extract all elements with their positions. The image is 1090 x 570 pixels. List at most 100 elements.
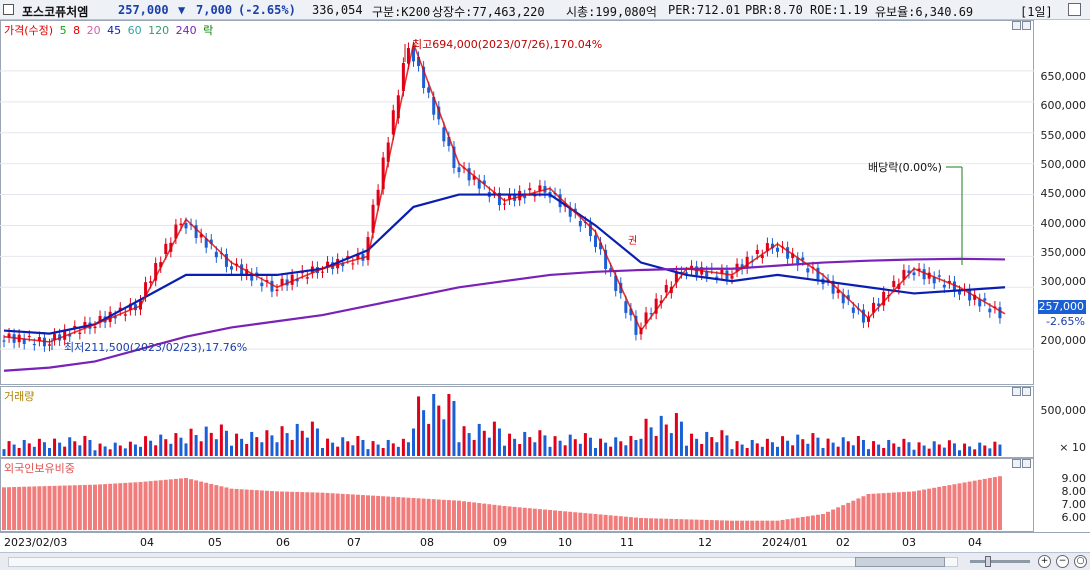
volume-bar xyxy=(290,439,294,456)
foreign-chart-svg[interactable] xyxy=(0,458,1034,532)
foreign-ratio-bar xyxy=(355,494,360,530)
zoom-out-icon[interactable]: − xyxy=(1056,555,1069,568)
foreign-ratio-bar xyxy=(654,518,659,530)
candle-body xyxy=(386,142,390,162)
foreign-ratio-bar xyxy=(113,483,118,530)
legend-ma60: 60 xyxy=(127,24,142,37)
volume-bar xyxy=(639,438,643,456)
foreign-ratio-bar xyxy=(613,515,618,530)
foreign-ratio-bar xyxy=(881,493,886,530)
foreign-ratio-bar xyxy=(775,520,780,530)
volume-bar xyxy=(947,440,951,456)
scrollbar-thumb[interactable] xyxy=(855,557,945,567)
foreign-ratio-bar xyxy=(426,498,431,530)
foreign-ratio-bar xyxy=(669,518,674,530)
volume-bar xyxy=(133,444,137,456)
foreign-ratio-bar xyxy=(42,486,47,530)
foreign-ratio-bar xyxy=(714,520,719,530)
candle-body xyxy=(755,249,759,255)
foreign-ratio-bar xyxy=(568,511,573,530)
foreign-ratio-bar xyxy=(937,486,942,530)
volume-bar xyxy=(295,423,299,456)
candle-body xyxy=(836,289,840,294)
candle-body xyxy=(533,195,537,197)
volume-minimize-button[interactable] xyxy=(1012,387,1021,396)
candle-body xyxy=(154,263,158,281)
foreign-close-button[interactable] xyxy=(1022,459,1031,468)
foreign-ratio-bar xyxy=(901,491,906,530)
foreign-ratio-bar xyxy=(244,489,249,530)
candle-body xyxy=(907,270,911,274)
foreign-ratio-bar xyxy=(972,480,977,530)
chart-checkbox[interactable] xyxy=(3,4,14,15)
foreign-ratio-bar xyxy=(598,514,603,530)
foreign-ratio-bar xyxy=(320,492,325,530)
candle-body xyxy=(801,257,805,261)
foreign-title: 외국인보유비중 xyxy=(4,462,75,475)
volume-bar xyxy=(695,438,699,456)
candle-body xyxy=(998,307,1002,319)
foreign-ratio-bar xyxy=(795,517,800,530)
candle-body xyxy=(482,180,486,185)
ex-right-marker: 권 xyxy=(628,236,638,247)
candle-body xyxy=(93,326,97,329)
candle-body xyxy=(452,146,456,168)
foreign-ratio-bar xyxy=(12,487,17,530)
volume-bar xyxy=(98,443,102,456)
volume-bar xyxy=(952,443,956,456)
zoom-reset-icon[interactable]: ○ xyxy=(1074,555,1087,568)
legend-ma20: 20 xyxy=(86,24,101,37)
price-chart-svg[interactable] xyxy=(0,20,1090,385)
stock-volume: 336,054 xyxy=(312,3,363,17)
zoom-slider[interactable] xyxy=(970,560,1030,563)
panel-close-button[interactable] xyxy=(1022,21,1031,30)
volume-bar xyxy=(604,442,608,456)
y-tick-label: 650,000 xyxy=(1040,70,1087,83)
foreign-ratio-bar xyxy=(27,486,32,530)
candle-body xyxy=(27,335,31,337)
volume-bar xyxy=(17,447,21,456)
volume-chart-svg[interactable] xyxy=(0,386,1034,458)
volume-bar xyxy=(346,441,350,456)
candle-body xyxy=(174,224,178,239)
foreign-minimize-button[interactable] xyxy=(1012,459,1021,468)
candle-body xyxy=(224,254,228,267)
chart-scrollbar[interactable] xyxy=(8,557,958,567)
volume-close-button[interactable] xyxy=(1022,387,1031,396)
candle-body xyxy=(796,257,800,266)
foreign-ratio-bar xyxy=(623,516,628,530)
stock-price: 257,000 xyxy=(118,3,169,17)
panel-minimize-button[interactable] xyxy=(1012,21,1021,30)
foreign-ratio-bar xyxy=(831,509,836,530)
foreign-ratio-bar xyxy=(431,499,436,530)
candle-body xyxy=(685,272,688,274)
candle-body xyxy=(604,249,608,269)
volume-bar xyxy=(422,410,426,456)
volume-bar xyxy=(755,443,759,456)
candle-body xyxy=(371,204,375,233)
volume-bar xyxy=(427,423,431,456)
foreign-ratio-bar xyxy=(168,479,173,530)
zoom-slider-handle[interactable] xyxy=(985,556,991,567)
period-selector[interactable]: [1일] xyxy=(1020,5,1053,19)
volume-bar xyxy=(801,439,805,456)
window-button[interactable] xyxy=(1068,3,1081,16)
foreign-ratio-bar xyxy=(386,496,391,530)
candle-body xyxy=(123,314,127,316)
stock-name[interactable]: 포스코퓨처엠 xyxy=(22,5,89,19)
foreign-legend: 외국인보유비중 xyxy=(4,460,78,476)
volume-bar xyxy=(892,443,896,456)
volume-bar xyxy=(230,445,233,456)
foreign-ratio-bar xyxy=(487,504,492,530)
foreign-ratio-bar xyxy=(98,484,103,530)
candle-body xyxy=(159,262,163,268)
zoom-in-icon[interactable]: + xyxy=(1038,555,1051,568)
foreign-ratio-bar xyxy=(310,492,315,530)
y-tick-label: 300,000 xyxy=(1040,275,1087,288)
foreign-ratio-bar xyxy=(649,518,654,530)
volume-bar xyxy=(599,438,603,456)
volume-bar xyxy=(462,426,466,456)
foreign-ratio-bar xyxy=(446,500,451,530)
foreign-ratio-bar xyxy=(280,491,285,530)
volume-bar xyxy=(745,447,749,456)
